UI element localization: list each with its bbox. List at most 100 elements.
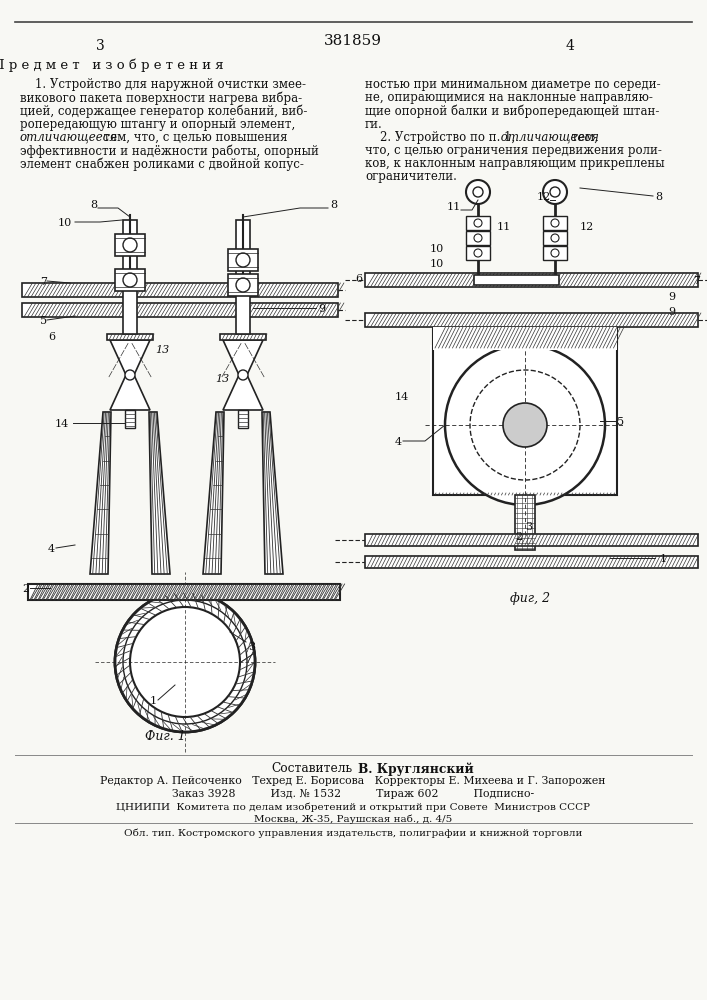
Circle shape [445,345,605,505]
Bar [365,273,698,287]
Circle shape [551,219,559,227]
Bar [228,249,258,271]
Text: что, с целью ограничения передвижения роли-: что, с целью ограничения передвижения ро… [365,144,662,157]
Text: 12: 12 [580,222,595,232]
Text: цией, содержащее генератор колебаний, виб-: цией, содержащее генератор колебаний, ви… [20,104,308,118]
Bar [125,410,135,428]
Text: фиг, 2: фиг, 2 [510,592,550,605]
Text: 3: 3 [248,642,255,652]
Text: Заказ 3928          Изд. № 1532          Тираж 602          Подписно-: Заказ 3928 Изд. № 1532 Тираж 602 Подписн… [172,789,534,799]
Circle shape [474,249,482,257]
Polygon shape [149,412,170,574]
Text: 4: 4 [48,544,55,554]
Text: тем,: тем, [564,131,598,144]
Circle shape [238,370,248,380]
Circle shape [115,592,255,732]
Text: 1: 1 [150,696,157,706]
Text: 10: 10 [430,259,444,269]
Bar [123,220,137,334]
Text: 14: 14 [55,419,69,429]
Text: 4: 4 [566,39,574,53]
Bar [228,274,258,296]
Text: 381859: 381859 [324,34,382,48]
Text: ЦНИИПИ  Комитета по делам изобретений и открытий при Совете  Министров СССР: ЦНИИПИ Комитета по делам изобретений и о… [116,802,590,812]
Text: тем, что, с целью повышения: тем, что, с целью повышения [96,131,288,144]
Text: 11: 11 [447,202,461,212]
Bar [466,231,490,245]
Text: 3: 3 [525,522,532,532]
Circle shape [550,187,560,197]
Text: ностью при минимальном диаметре по середи-: ностью при минимальном диаметре по серед… [365,78,660,91]
Bar [433,327,617,495]
Text: П р е д м е т   и з о б р е т е н и я: П р е д м е т и з о б р е т е н и я [0,58,223,72]
Circle shape [115,592,255,732]
Circle shape [466,180,490,204]
Circle shape [130,607,240,717]
Bar [365,313,698,327]
Text: 6: 6 [355,274,362,284]
Bar [543,246,567,260]
Text: Составитель: Составитель [272,762,353,775]
Text: 1. Устройство для наружной очистки змее-: 1. Устройство для наружной очистки змее- [20,78,306,91]
Text: 14: 14 [395,392,409,402]
Polygon shape [90,412,111,574]
Polygon shape [223,340,263,375]
Text: эффективности и надёжности работы, опорный: эффективности и надёжности работы, опорн… [20,144,319,157]
Text: ги.: ги. [365,118,382,131]
Circle shape [123,273,137,287]
Text: 5: 5 [40,316,47,326]
Text: 2: 2 [515,532,522,542]
Text: 12: 12 [537,192,551,202]
Bar [365,556,698,568]
Text: 11: 11 [497,222,511,232]
Bar [433,327,617,350]
Text: ков, к наклонным направляющим прикреплены: ков, к наклонным направляющим прикреплен… [365,157,665,170]
Circle shape [123,238,137,252]
Circle shape [543,180,567,204]
Bar [115,234,145,256]
Text: В. Круглянский: В. Круглянский [358,762,474,776]
Text: ропередающую штангу и опорный элемент,: ропередающую штангу и опорный элемент, [20,118,296,131]
Bar [115,269,145,291]
Polygon shape [110,340,150,375]
Text: 9: 9 [668,307,675,317]
Polygon shape [110,375,150,410]
Text: 10: 10 [430,244,444,254]
Text: 10: 10 [58,218,72,228]
Circle shape [473,187,483,197]
Circle shape [551,234,559,242]
Polygon shape [223,375,263,410]
Bar [107,334,153,340]
Text: 13: 13 [215,374,229,384]
Bar [466,216,490,230]
Text: ограничители.: ограничители. [365,170,457,183]
Text: 1: 1 [660,554,667,564]
Text: 8: 8 [90,200,97,210]
Bar [22,303,338,317]
Text: 9: 9 [318,304,325,314]
Bar [238,410,248,428]
Text: не, опирающимися на наклонные направляю-: не, опирающимися на наклонные направляю- [365,91,653,104]
Text: Обл. тип. Костромского управления издательств, полиграфии и книжной торговли: Обл. тип. Костромского управления издате… [124,828,582,838]
Text: щие опорной балки и вибропередающей штан-: щие опорной балки и вибропередающей штан… [365,104,660,118]
Text: 13: 13 [155,345,169,355]
Circle shape [236,253,250,267]
Bar [466,246,490,260]
Text: 7: 7 [693,276,700,286]
Text: викового пакета поверхности нагрева вибра-: викового пакета поверхности нагрева вибр… [20,91,302,105]
Text: 5: 5 [617,417,624,427]
Bar [515,495,535,550]
Text: Фиг. 1: Фиг. 1 [145,730,185,743]
Text: 8: 8 [655,192,662,202]
Bar [365,534,698,546]
Text: 8: 8 [330,200,337,210]
Text: 2: 2 [22,584,29,594]
Text: отличающееся: отличающееся [20,131,118,144]
Text: 6: 6 [48,332,55,342]
Text: элемент снабжен роликами с двойной копус-: элемент снабжен роликами с двойной копус… [20,157,304,171]
Circle shape [474,219,482,227]
Bar [543,216,567,230]
Circle shape [503,403,547,447]
Polygon shape [262,412,283,574]
Text: 9: 9 [668,292,675,302]
